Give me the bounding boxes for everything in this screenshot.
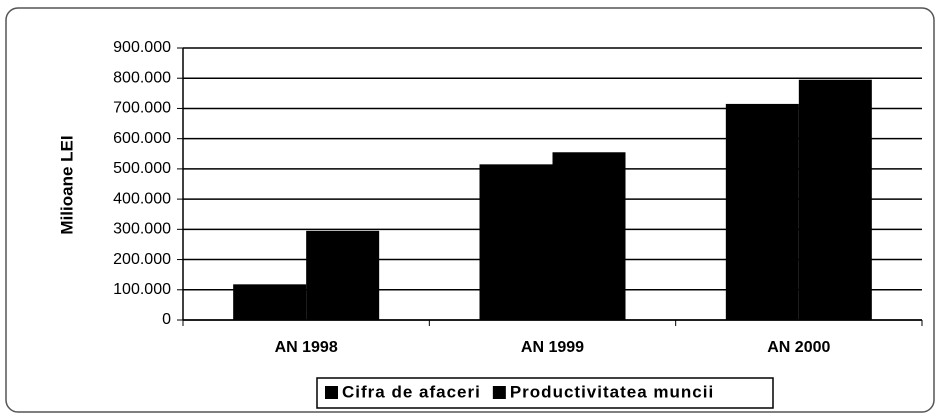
legend-swatch xyxy=(492,386,506,399)
bar xyxy=(479,164,553,320)
bar xyxy=(725,103,799,321)
y-tick-label: 500.000 xyxy=(113,160,171,177)
y-tick-label: 900.000 xyxy=(113,39,171,56)
y-tick-label: 200.000 xyxy=(113,251,171,268)
y-tick-label: 0 xyxy=(162,311,171,328)
legend-label: Productivitatea muncii xyxy=(510,382,714,401)
y-tick-label: 300.000 xyxy=(113,221,171,238)
x-tick-label: AN 1999 xyxy=(521,339,584,356)
y-tick-label: 700.000 xyxy=(113,100,171,117)
bar xyxy=(233,284,307,320)
legend-label: Cifra de afaceri xyxy=(342,382,481,401)
bar xyxy=(798,79,872,320)
x-tick-label: AN 2000 xyxy=(767,339,830,356)
legend xyxy=(316,377,774,409)
y-tick-label: 400.000 xyxy=(113,190,171,207)
bar xyxy=(552,152,626,320)
y-tick-label: 800.000 xyxy=(113,69,171,86)
y-tick-label: 600.000 xyxy=(113,130,171,147)
y-tick-label: 100.000 xyxy=(113,281,171,298)
x-tick-label: AN 1998 xyxy=(275,339,338,356)
legend-swatch xyxy=(325,386,338,399)
bar xyxy=(306,230,380,320)
y-axis-label: Milioane LEI xyxy=(57,135,76,234)
